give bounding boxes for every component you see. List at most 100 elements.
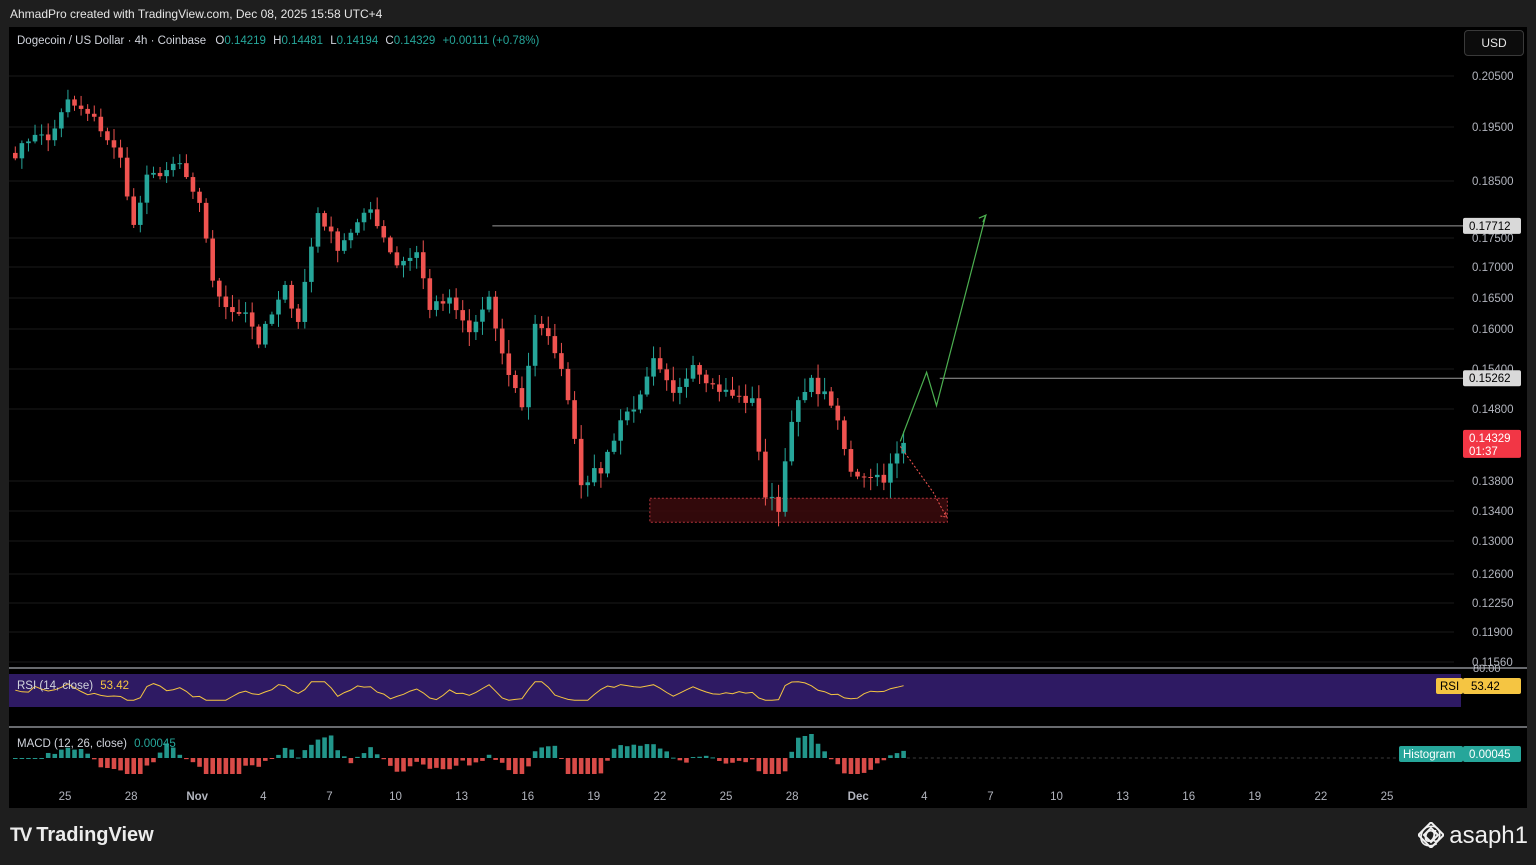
candle-body — [545, 328, 551, 337]
macd-bar — [782, 758, 788, 772]
legend-symbol: Dogecoin / US Dollar · 4h · Coinbase — [17, 35, 206, 47]
chart-area[interactable]: 0.20500 0.19500 0.18500 0.17500 0.17000 0.165… — [9, 27, 1527, 808]
time-tick-label: 19 — [587, 791, 600, 803]
macd-bar — [315, 739, 321, 758]
price-tick-label: 0.16500 — [1472, 293, 1514, 305]
candle-body — [552, 336, 558, 354]
macd-bar — [769, 758, 775, 774]
candle-body — [98, 116, 104, 132]
macd-bar — [111, 758, 117, 770]
time-tick-label: 28 — [125, 791, 138, 803]
candle-body — [848, 449, 854, 472]
candle-body — [91, 113, 97, 117]
price-tick-label: 0.14800 — [1472, 404, 1514, 416]
macd-bar — [598, 758, 604, 774]
macd-bar — [295, 757, 301, 759]
candle-body — [868, 476, 873, 478]
macd-bar — [427, 758, 433, 769]
candle-body — [414, 252, 419, 258]
macd-bar — [848, 758, 854, 774]
price-chart-svg[interactable]: 0.20500 0.19500 0.18500 0.17500 0.17000 0.165… — [9, 27, 1527, 808]
price-tick-label: 0.12600 — [1472, 569, 1514, 581]
candle-body — [223, 296, 229, 308]
candle-body — [256, 326, 262, 345]
macd-bar — [348, 758, 354, 764]
time-tick-label: 22 — [654, 791, 667, 803]
time-tick-label: 25 — [1381, 791, 1394, 803]
macd-bar — [697, 756, 702, 758]
candle-body — [249, 312, 255, 327]
macd-bar — [256, 758, 262, 767]
level-tag-bg — [1463, 217, 1521, 234]
candle-body — [592, 468, 597, 483]
binance-diamond-icon — [1418, 822, 1445, 848]
time-tick-label: 10 — [389, 791, 402, 803]
candle-body — [45, 134, 51, 141]
macd-bar — [151, 758, 156, 763]
macd-label: MACD (12, 26, close) — [17, 738, 127, 750]
price-axis[interactable]: 0.20500 0.19500 0.18500 0.17500 0.17000 0.165… — [9, 71, 1527, 728]
macd-bar — [815, 743, 821, 758]
attribution-bar: AhmadPro created with TradingView.com, D… — [0, 0, 1536, 27]
rsi-label: RSI (14, close) — [17, 680, 93, 692]
candle-body — [361, 212, 367, 223]
macd-bar — [506, 758, 512, 771]
rsi-value-tag: 53.42 — [1471, 681, 1500, 693]
macd-bar — [197, 758, 202, 767]
tradingview-logo[interactable]: TV TradingView — [10, 824, 154, 847]
level-tag-label: 0.15262 — [1469, 373, 1511, 385]
candle-body — [144, 174, 150, 203]
candle-body — [447, 297, 452, 304]
candle-body — [282, 284, 288, 300]
candle-body — [736, 395, 742, 397]
macd-bar — [184, 758, 189, 760]
macd-bar — [749, 758, 755, 760]
candle-body — [815, 377, 821, 395]
candle-body — [559, 353, 564, 369]
macd-bar — [802, 735, 808, 758]
price-tick-label: 0.11560 — [1472, 657, 1513, 669]
candle-body — [236, 312, 242, 314]
time-tick-label: 16 — [521, 791, 534, 803]
macd-bar — [381, 758, 387, 760]
candle-body — [901, 442, 906, 454]
macd-bar — [388, 758, 393, 766]
macd-bar — [605, 758, 610, 761]
macd-bar — [473, 758, 479, 763]
macd-bar — [105, 758, 110, 768]
bullish-arrowhead — [978, 214, 987, 223]
macd-bar — [592, 758, 597, 774]
macd-tag-bg — [1399, 746, 1463, 762]
last-price-tag — [1463, 429, 1521, 458]
author-watermark: @ asaph1 — [1418, 822, 1528, 850]
macd-bar — [269, 758, 275, 759]
candle-body — [170, 163, 176, 171]
candle-body — [888, 463, 893, 483]
macd-bar — [894, 753, 900, 758]
candle-body — [657, 358, 663, 370]
macd-bar — [407, 758, 413, 767]
rsi-tag-bg — [1436, 678, 1463, 694]
macd-bar — [164, 743, 169, 758]
macd-bar — [144, 758, 150, 766]
macd-bar — [453, 758, 459, 766]
time-tick-label: 13 — [455, 791, 468, 803]
macd-bar — [828, 758, 834, 760]
candle-body — [513, 374, 518, 389]
candle-body — [328, 226, 334, 232]
macd-value: 0.00045 — [134, 738, 176, 750]
macd-bar — [65, 747, 71, 758]
candle-body — [467, 320, 472, 333]
candle-body — [131, 196, 137, 225]
macd-bar — [664, 751, 669, 758]
candle-body — [374, 209, 380, 227]
time-tick-label: Nov — [186, 791, 208, 803]
candle-body — [184, 163, 189, 178]
macd-bar — [394, 758, 400, 772]
candle-body — [309, 246, 314, 282]
macd-bar — [776, 758, 781, 774]
time-axis[interactable]: 25 28 Nov 4 7 10 13 16 19 22 25 28 Dec 4 7 10 13 16 19 22 25 — [59, 791, 1394, 803]
macd-bar — [45, 752, 51, 758]
legend-change: +0.00111 (+0.78%) — [443, 35, 540, 47]
currency-button[interactable]: USD — [1464, 30, 1524, 56]
